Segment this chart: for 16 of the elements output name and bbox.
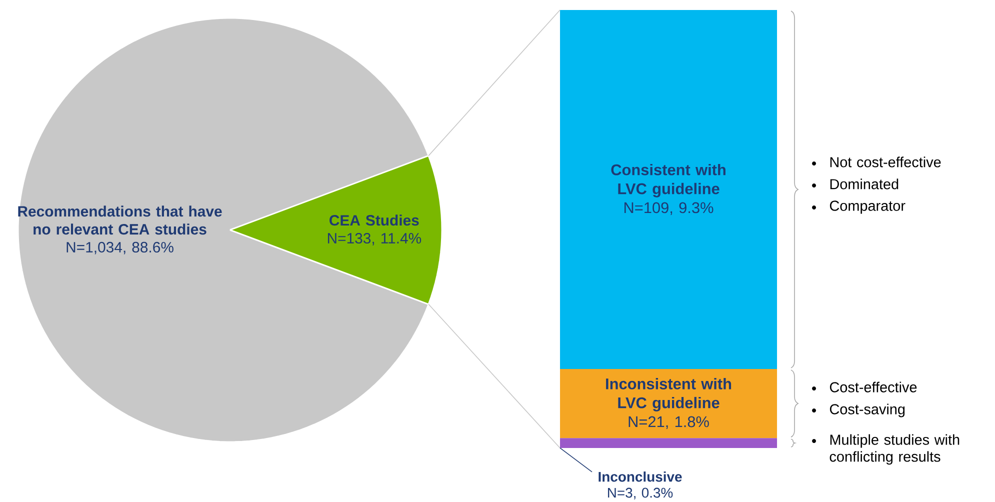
data-label: N=109, 9.3%: [624, 202, 714, 215]
series-label: Inconclusive: [598, 472, 682, 482]
series-label: Inconsistent with LVC guideline: [606, 378, 732, 412]
data-label: N=133, 11.4%: [328, 232, 422, 246]
slice-label: Recommendations that have no relevant CEA studies: [18, 206, 222, 235]
data-label: N=3, 0.3%: [608, 488, 673, 500]
text: Cost-saving: [830, 404, 905, 418]
text: Not cost-effective: [830, 156, 941, 168]
text: Cost-effective: [830, 382, 917, 392]
text: Comparator: [830, 200, 906, 214]
slice-label: CEA Studies: [330, 214, 419, 226]
series-label: Consistent with LVC guideline: [611, 164, 726, 198]
data-label: N=21, 1.8%: [628, 416, 709, 430]
text: Dominated: [830, 178, 898, 190]
data-label: N=1,034, 88.6%: [66, 242, 174, 254]
text: Multiple studies with conflicting results: [830, 434, 960, 465]
